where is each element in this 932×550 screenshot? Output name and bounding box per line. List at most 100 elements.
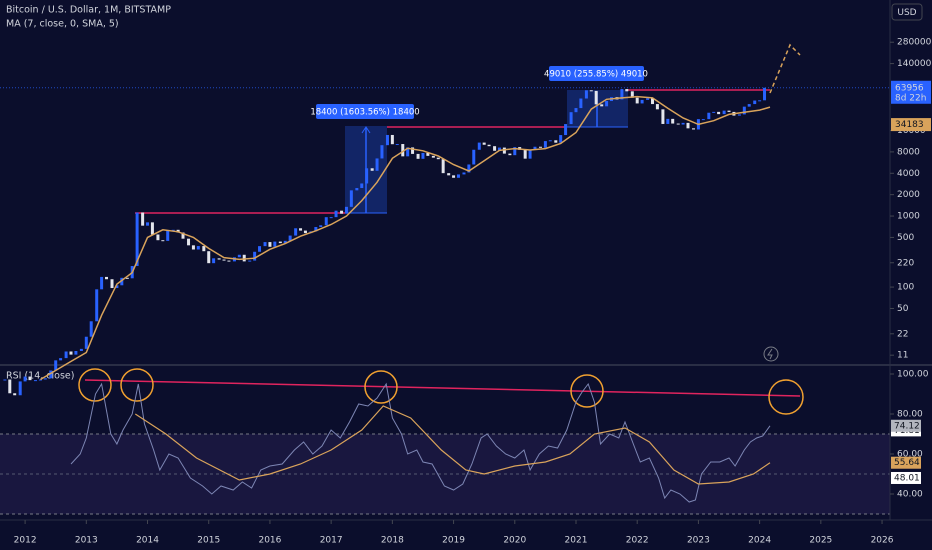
rsi-line: [70, 382, 771, 503]
candle: [584, 90, 588, 99]
candle: [18, 381, 22, 396]
candle: [462, 172, 466, 175]
candle: [38, 379, 42, 381]
x-tick-label: 2021: [565, 536, 588, 546]
rsi-ma-last-label: 55.64: [894, 458, 920, 468]
candle: [497, 147, 501, 151]
candle: [508, 153, 512, 156]
candle: [712, 111, 716, 113]
candle: [110, 279, 114, 289]
candle: [758, 100, 762, 102]
candle: [248, 260, 252, 262]
candle: [655, 104, 659, 110]
candle: [380, 145, 384, 159]
candle: [528, 149, 532, 159]
rsi-ma-last-label-box: [891, 456, 921, 469]
candle: [187, 238, 191, 246]
candle: [452, 175, 456, 178]
candle: [502, 147, 506, 154]
measure-label-box: [549, 66, 644, 81]
candle: [181, 232, 185, 239]
candle: [258, 246, 262, 252]
candle: [340, 210, 344, 214]
projection-line: [769, 43, 801, 94]
candle: [620, 89, 624, 100]
candle: [202, 246, 206, 252]
candle: [13, 393, 17, 396]
candle: [161, 240, 165, 242]
candle: [253, 251, 257, 261]
candle: [441, 159, 445, 174]
candle: [334, 210, 338, 218]
candle: [600, 104, 604, 107]
y-tick-label: 220: [897, 258, 914, 268]
candle: [278, 241, 282, 244]
candle: [447, 173, 451, 176]
candle: [635, 97, 639, 104]
candle: [84, 336, 88, 349]
candle: [207, 251, 211, 264]
highlight-circle: [78, 368, 112, 402]
candle: [115, 285, 119, 289]
candle: [79, 348, 83, 351]
rsi-last-label-box: [891, 419, 921, 432]
candle: [125, 277, 129, 279]
candle: [513, 147, 517, 156]
candle: [242, 254, 246, 262]
candle: [237, 254, 241, 258]
candle: [146, 222, 150, 226]
y-tick-label: 8000: [897, 147, 920, 157]
candle: [196, 246, 200, 250]
candle: [303, 230, 307, 234]
candle: [594, 90, 598, 105]
candle: [467, 164, 471, 173]
candle: [314, 227, 318, 232]
rsi-last-label: 74.12: [894, 421, 920, 431]
highlight-circle: [120, 368, 154, 402]
candle: [538, 146, 542, 148]
candle: [95, 289, 99, 322]
measure-label: 18400 (1603.56%) 18400: [310, 108, 419, 118]
candle: [426, 152, 430, 156]
candle: [69, 351, 73, 355]
candle: [411, 147, 415, 154]
x-tick-label: 2015: [197, 536, 220, 546]
candle: [707, 112, 711, 120]
candle: [268, 242, 272, 247]
candle: [375, 158, 379, 171]
x-tick-label: 2019: [442, 536, 465, 546]
candle: [294, 228, 298, 236]
candle: [150, 222, 154, 235]
candle: [273, 241, 277, 247]
candle: [493, 146, 497, 151]
candle: [288, 235, 292, 241]
y-tick-label: 11: [897, 351, 908, 361]
candle: [763, 87, 767, 101]
candle: [533, 146, 537, 150]
event-icon: [763, 346, 779, 362]
candle: [365, 168, 369, 184]
candle: [681, 122, 685, 125]
y-tick-label: 100: [897, 283, 914, 293]
y-tick-label: 22: [897, 329, 908, 339]
candle: [406, 147, 410, 157]
candle: [579, 98, 583, 109]
candle: [360, 183, 364, 189]
candle: [64, 351, 68, 359]
candle: [646, 98, 650, 100]
candle: [589, 90, 593, 92]
rsi-trend-line: [84, 379, 801, 397]
candle: [605, 101, 609, 107]
candle: [89, 321, 93, 337]
y-tick-label: 50: [897, 304, 909, 314]
candle: [431, 155, 435, 158]
candle: [676, 123, 680, 125]
candle: [666, 118, 670, 124]
rsi-y-tick-label: 80.00: [897, 410, 923, 420]
highlight-circle: [570, 374, 604, 408]
currency-button[interactable]: [891, 3, 923, 21]
candle: [324, 217, 328, 226]
candle: [753, 100, 757, 105]
currency-label[interactable]: USD: [897, 8, 916, 18]
candle: [349, 190, 353, 207]
